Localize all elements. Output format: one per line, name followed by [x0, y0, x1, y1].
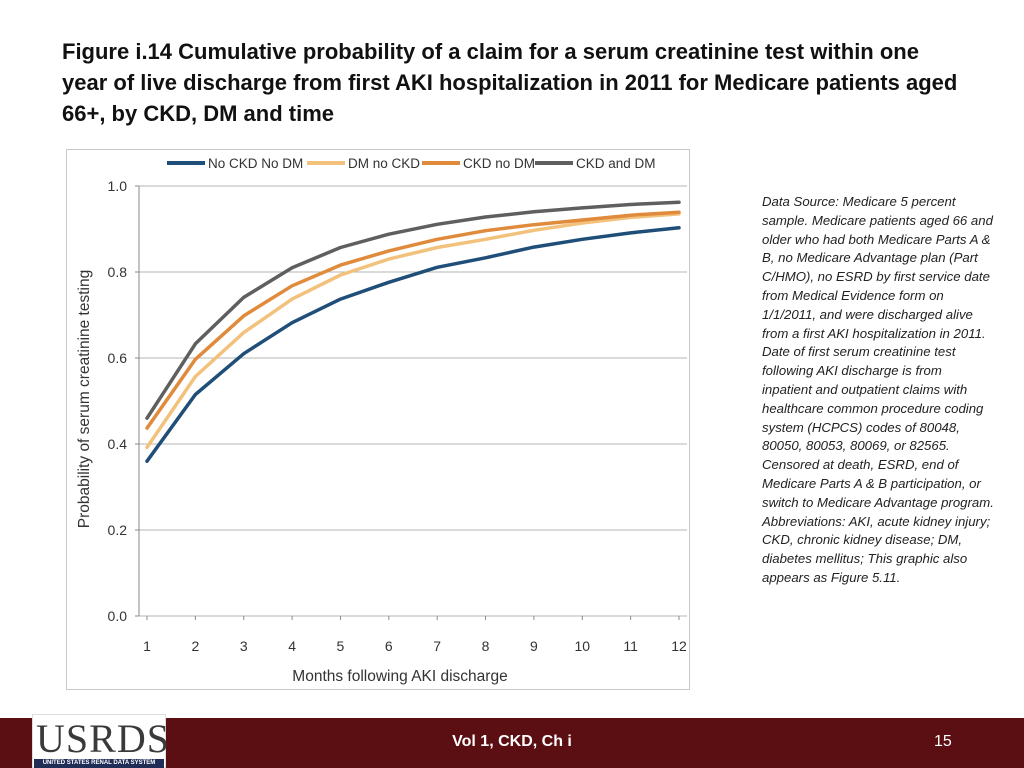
page-number: 15 [934, 733, 952, 750]
series-line-dm-no-ckd [145, 212, 681, 450]
chart-series [145, 200, 681, 463]
x-axis-label: Months following AKI discharge [292, 668, 507, 685]
footer-section-label: Vol 1, CKD, Ch i [452, 733, 572, 750]
series-line-ckd-no-dm [145, 210, 681, 430]
x-tick-label: 10 [574, 638, 590, 654]
legend-label: CKD and DM [576, 156, 656, 171]
y-tick-label: 0.2 [108, 522, 128, 538]
footer-bar [0, 718, 1024, 768]
legend-label: No CKD No DM [208, 156, 303, 171]
y-tick-label: 0.8 [108, 264, 128, 280]
x-tick-label: 7 [433, 638, 441, 654]
figure-title: Figure i.14 Cumulative probability of a … [62, 39, 958, 126]
x-tick-label: 1 [143, 638, 151, 654]
y-tick-label: 0.6 [108, 350, 128, 366]
data-source-note: Data Source: Medicare 5 percent sample. … [762, 194, 994, 585]
legend-label: DM no CKD [348, 156, 420, 171]
series-line-no-ckd-no-dm [145, 225, 681, 463]
x-tick-label: 3 [240, 638, 248, 654]
y-axis-ticks: 0.0 0.2 0.4 0.6 0.8 1.0 [108, 178, 128, 624]
x-tick-label: 4 [288, 638, 296, 654]
y-axis-label: Probability of serum creatinine testing [76, 270, 93, 528]
legend-label: CKD no DM [463, 156, 535, 171]
y-tick-label: 0.4 [108, 436, 128, 452]
x-axis-ticks: 1 2 3 4 5 6 7 8 9 10 11 12 [143, 616, 687, 654]
x-tick-label: 11 [623, 638, 638, 654]
x-tick-label: 12 [671, 638, 687, 654]
chart-legend: No CKD No DM DM no CKD CKD no DM CKD and DM [167, 156, 656, 171]
usrds-logo: USRDS UNITED STATES RENAL DATA SYSTEM [32, 714, 170, 768]
chart-panel: No CKD No DM DM no CKD CKD no DM CKD and DM… [66, 149, 690, 690]
series-line-ckd-and-dm [145, 200, 681, 420]
logo-subtitle: UNITED STATES RENAL DATA SYSTEM [34, 759, 164, 768]
x-tick-label: 9 [530, 638, 538, 654]
line-chart: No CKD No DM DM no CKD CKD no DM CKD and DM… [76, 156, 687, 685]
y-tick-label: 0.0 [108, 608, 128, 624]
y-tick-label: 1.0 [108, 178, 128, 194]
x-tick-label: 8 [482, 638, 490, 654]
chart-gridlines [135, 185, 687, 617]
x-tick-label: 5 [337, 638, 345, 654]
logo-wordmark: USRDS [36, 716, 170, 761]
x-tick-label: 6 [385, 638, 393, 654]
x-tick-label: 2 [191, 638, 199, 654]
